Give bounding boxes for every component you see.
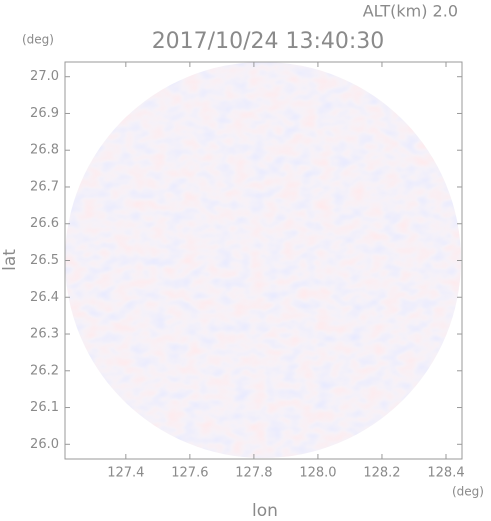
y-tick-label: 26.0	[30, 437, 59, 452]
y-tick-label: 26.1	[30, 400, 59, 415]
y-tick-label: 26.2	[30, 363, 59, 378]
x-axis-label: lon	[252, 501, 278, 521]
y-tick-label: 26.4	[30, 290, 59, 305]
y-tick-label: 27.0	[30, 69, 59, 84]
y-tick-label: 26.3	[30, 327, 59, 342]
y-tick-label: 26.5	[30, 253, 59, 268]
radar-echo	[65, 62, 461, 458]
y-tick-label: 26.6	[30, 216, 59, 231]
x-tick-label: 128.4	[427, 466, 464, 481]
x-tick-label: 128.2	[363, 466, 400, 481]
x-tick-label: 127.4	[107, 466, 144, 481]
y-unit: (deg)	[22, 33, 54, 47]
x-unit: (deg)	[452, 485, 484, 499]
x-tick-label: 127.6	[171, 466, 208, 481]
chart-title: 2017/10/24 13:40:30	[152, 29, 385, 54]
y-tick-label: 26.7	[30, 179, 59, 194]
x-tick-label: 128.0	[299, 466, 336, 481]
y-tick-label: 26.8	[30, 143, 59, 158]
altitude-label: ALT(km) 2.0	[363, 2, 458, 21]
y-tick-label: 26.9	[30, 106, 59, 121]
x-tick-label: 127.8	[235, 466, 272, 481]
y-axis-label: lat	[0, 249, 20, 271]
